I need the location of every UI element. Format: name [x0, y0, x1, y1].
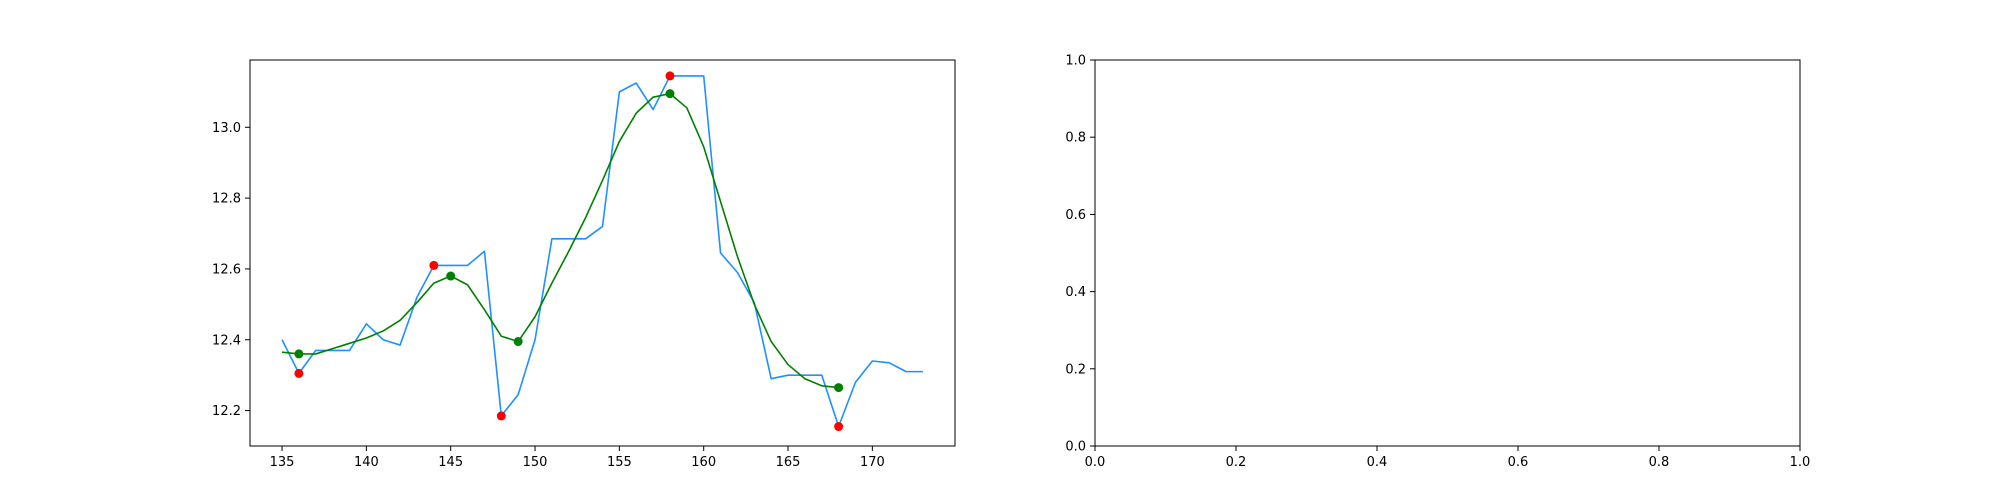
right-chart-ytick-label: 0.6	[1065, 208, 1086, 223]
right-chart-ytick-label: 0.2	[1065, 362, 1086, 377]
left-chart-xtick-label: 150	[523, 455, 548, 470]
left-chart-frame	[249, 59, 956, 447]
left-chart-series-2-point	[665, 71, 675, 81]
right-chart-axes: 0.0 0.2 0.4 0.6 0.8 1.0 0.0 0.2 0.4 0.6 0.8 1.0	[1065, 54, 1810, 471]
left-chart-xtick-label: 135	[270, 455, 295, 470]
left-chart-xtick-label: 170	[860, 455, 885, 470]
right-chart-ytick-label: 0.0	[1065, 440, 1086, 455]
right-chart-ytick-label: 0.4	[1065, 285, 1086, 300]
left-chart-series-2-point	[496, 411, 506, 421]
left-chart-ticks: 135 140 145 150 155 160 165 170 12.2 12.4 12.6 12.8…	[212, 121, 885, 470]
right-chart-frame	[1094, 59, 1801, 447]
left-chart-plot-area	[281, 71, 923, 432]
right-chart-ytick-label: 0.8	[1065, 131, 1086, 146]
right-chart-xtick-label: 0.0	[1085, 455, 1106, 470]
right-chart-ticks: 0.0 0.2 0.4 0.6 0.8 1.0 0.0 0.2 0.4 0.6 0.8 1.0	[1065, 54, 1810, 471]
left-chart-series-line-0	[281, 75, 923, 428]
left-chart-series-3-point	[834, 383, 844, 393]
left-chart-xtick-label: 165	[776, 455, 801, 470]
left-chart-ytick-label: 12.4	[212, 333, 241, 348]
left-chart-ytick-label: 12.6	[212, 262, 241, 277]
left-chart-ytick-label: 12.8	[212, 192, 241, 207]
right-chart-xtick-label: 1.0	[1790, 455, 1811, 470]
right-chart-xtick-label: 0.8	[1649, 455, 1670, 470]
right-chart-xtick-label: 0.2	[1226, 455, 1247, 470]
left-chart-xtick-label: 140	[354, 455, 379, 470]
right-chart-xtick-label: 0.4	[1367, 455, 1388, 470]
left-chart-ytick-label: 12.2	[212, 404, 241, 419]
left-chart-series-3-point	[446, 271, 456, 281]
left-chart-axes: 135 140 145 150 155 160 165 170 12.2 12.4 12.6 12.8…	[212, 59, 956, 470]
right-chart-ytick-label: 1.0	[1065, 54, 1086, 69]
left-chart-series-2-point	[429, 260, 439, 270]
left-chart-series-2-point	[834, 422, 844, 432]
left-chart-xtick-label: 155	[607, 455, 632, 470]
left-chart-series-3-point	[294, 349, 304, 359]
left-chart-xtick-label: 145	[438, 455, 463, 470]
right-chart-xtick-label: 0.6	[1508, 455, 1529, 470]
left-chart-ytick-label: 13.0	[212, 121, 241, 136]
left-chart-series-line-1	[281, 92, 839, 389]
left-chart-xtick-label: 160	[691, 455, 716, 470]
left-chart-series-3-point	[665, 89, 675, 99]
left-chart-series-3-point	[513, 337, 523, 347]
left-chart-series-2-point	[294, 368, 304, 378]
